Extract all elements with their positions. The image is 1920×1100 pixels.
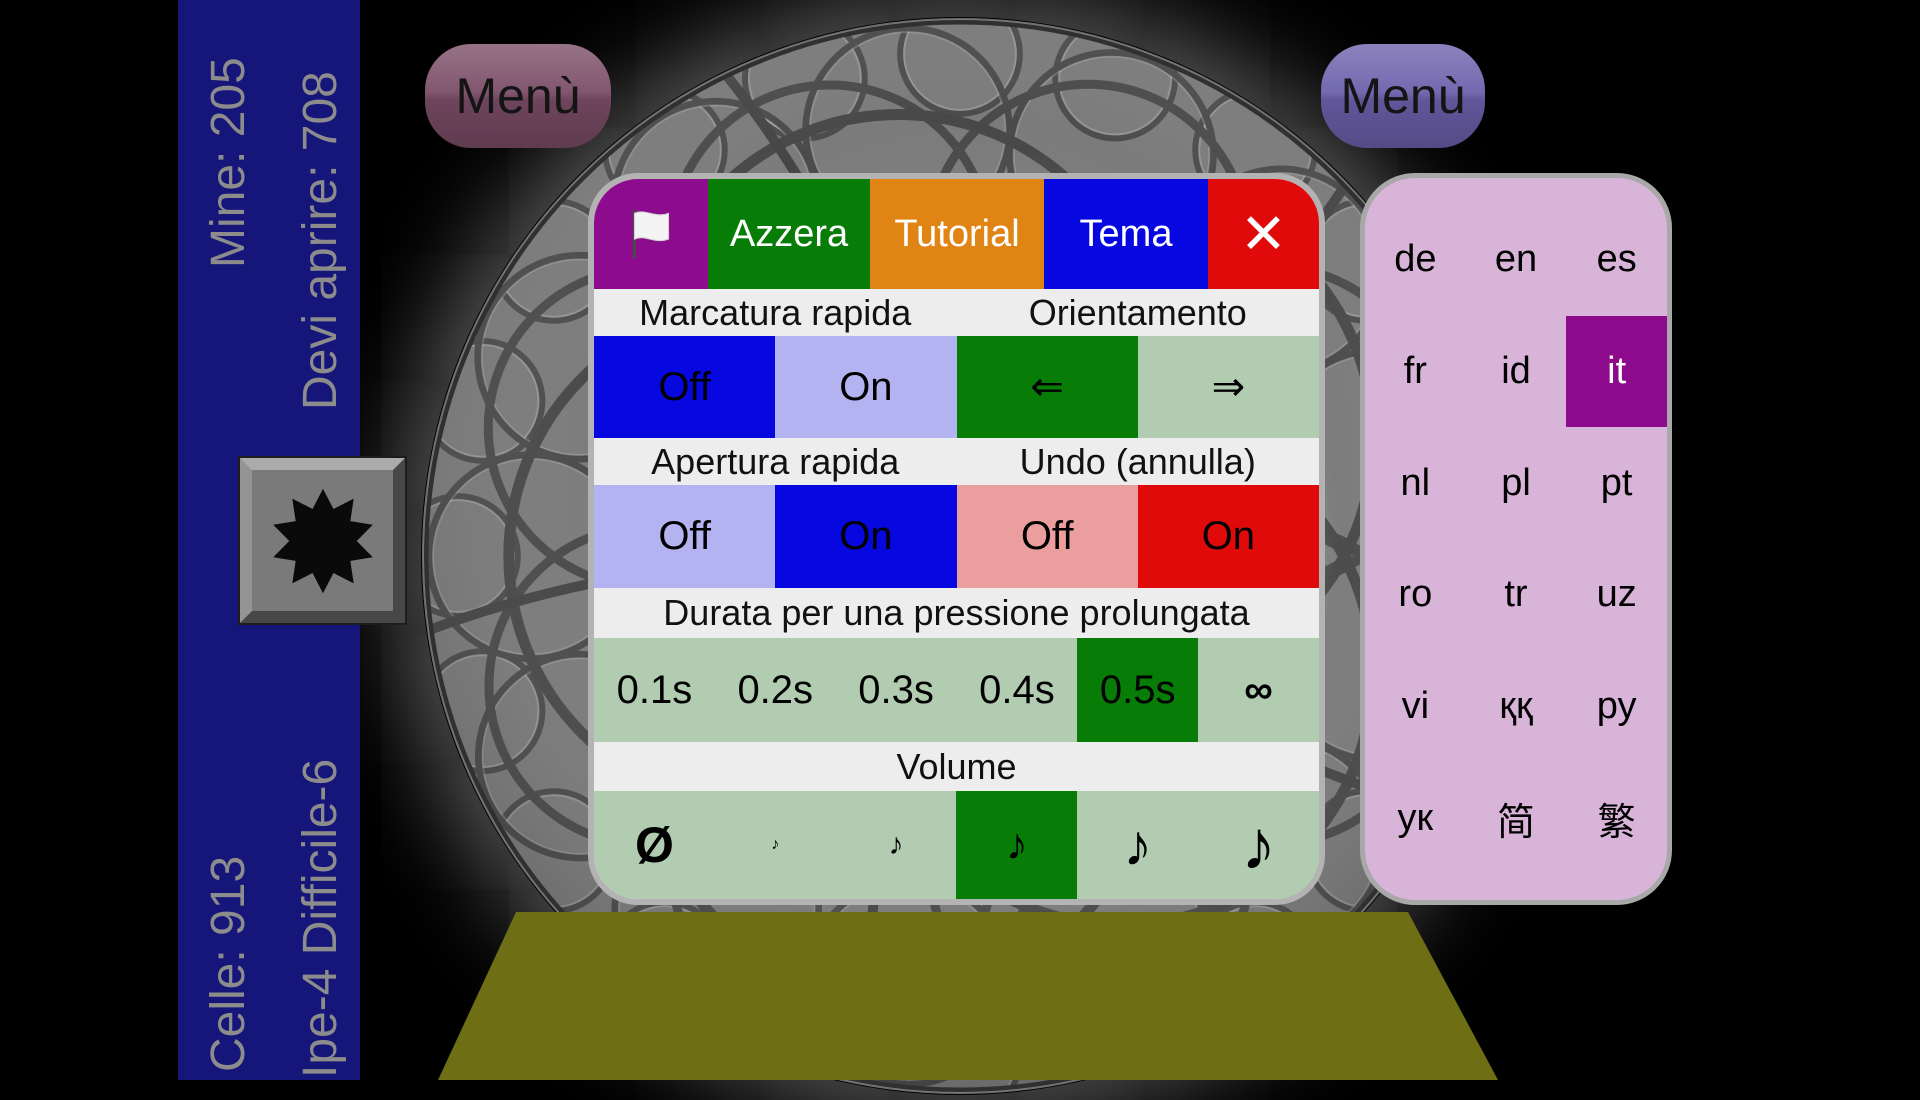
language-option[interactable]: vi [1401,684,1430,727]
section-headers-row2: Apertura rapida Undo (annulla) [594,438,1319,485]
menu-right-label: Menù [1340,68,1466,124]
language-option-selected[interactable]: it [1566,315,1667,428]
undo-off-button[interactable]: Off [956,485,1138,588]
language-option[interactable]: en [1494,238,1538,281]
mine-star-button[interactable] [240,458,405,623]
volume-option-5[interactable]: ♪ [1198,791,1319,899]
language-option[interactable]: 繁 [1597,801,1636,844]
quick-open-title: Apertura rapida [651,440,900,482]
quick-mark-off-button[interactable]: Off [594,336,776,438]
note-icon: ♪ [1123,812,1153,878]
language-option[interactable]: ro [1398,573,1433,616]
quick-mark-on-button[interactable]: On [775,336,957,438]
mute-icon: Ø [634,817,674,873]
language-option[interactable]: ру [1596,684,1637,727]
language-option[interactable]: 简 [1496,801,1535,844]
menu-left-label: Menù [455,68,581,124]
note-icon: ♪ [1241,806,1277,884]
quick-mark-orientation-row: Off On ⇐ ⇒ [594,336,1319,438]
language-option[interactable]: uz [1596,573,1637,616]
volume-title: Volume [594,742,1319,791]
reset-button[interactable]: Azzera [708,179,870,289]
volume-row: Ø ♪ ♪ ♪ ♪ ♪ [594,791,1319,899]
language-option[interactable]: ққ [1499,684,1533,727]
volume-option-4[interactable]: ♪ [1077,791,1199,899]
menu-gloss [425,44,611,148]
language-option[interactable]: de [1394,238,1437,281]
volume-option-2[interactable]: ♪ [835,791,957,899]
undo-on-button[interactable]: On [1137,485,1319,588]
long-press-option-infinite[interactable]: ∞ [1198,638,1319,742]
note-icon: ♪ [888,828,904,861]
note-icon: ♪ [1005,820,1028,869]
orientation-left-button[interactable]: ⇐ [956,336,1138,438]
long-press-row: 0.1s 0.2s 0.3s 0.4s 0.5s ∞ [594,638,1319,742]
language-option[interactable]: fr [1403,349,1427,392]
long-press-option-selected[interactable]: 0.5s [1077,638,1199,742]
language-option[interactable]: pt [1600,461,1633,504]
menu-button-right[interactable]: Menù [1321,44,1485,148]
language-option[interactable]: es [1596,238,1637,281]
volume-option-1[interactable]: ♪ [714,791,836,899]
volume-mute-option[interactable]: Ø [594,791,715,899]
settings-dialog: Azzera Tutorial Tema ✕ Marcatura rapida … [588,173,1325,905]
long-press-option[interactable]: 0.4s [956,638,1078,742]
long-press-option[interactable]: 0.2s [714,638,836,742]
close-icon: ✕ [1240,202,1287,265]
language-option[interactable]: nl [1400,461,1431,504]
mines-counter: Mine: 205 [202,57,255,268]
long-press-option[interactable]: 0.1s [594,638,715,742]
undo-title: Undo (annulla) [1019,440,1256,482]
language-panel: de en es fr id it nl pl pt ro tr uz vi қ… [1360,173,1672,905]
quick-open-off-button[interactable]: Off [594,485,776,588]
tutorial-button[interactable]: Tutorial [870,179,1044,289]
flag-mode-button[interactable] [594,179,708,289]
must-open-counter: Devi aprire: 708 [294,71,347,410]
quick-mark-title: Marcatura rapida [639,291,912,333]
long-press-title: Durata per una pressione prolungata [594,588,1319,638]
orientation-right-button[interactable]: ⇒ [1137,336,1319,438]
language-option[interactable]: tr [1504,573,1528,616]
difficulty-label: Ipe-4 Difficile-6 [294,758,347,1078]
mine-star-icon [272,488,373,593]
dialog-toolbar: Azzera Tutorial Tema ✕ [594,179,1319,289]
volume-option-3-selected[interactable]: ♪ [956,791,1078,899]
menu-gloss [1321,44,1485,148]
orientation-title: Orientamento [1028,291,1247,333]
theme-button[interactable]: Tema [1044,179,1208,289]
cells-counter: Celle: 913 [202,855,255,1072]
menu-button-left[interactable]: Menù [425,44,611,148]
section-headers-row1: Marcatura rapida Orientamento [594,289,1319,336]
language-option[interactable]: ук [1397,796,1434,839]
quick-open-on-button[interactable]: On [775,485,957,588]
language-option[interactable]: id [1501,349,1531,392]
note-icon: ♪ [771,836,780,853]
language-option[interactable]: pl [1501,461,1531,504]
quick-open-undo-row: Off On Off On [594,485,1319,588]
close-button[interactable]: ✕ [1208,179,1319,289]
white-flag-icon [632,210,670,258]
long-press-option[interactable]: 0.3s [835,638,957,742]
